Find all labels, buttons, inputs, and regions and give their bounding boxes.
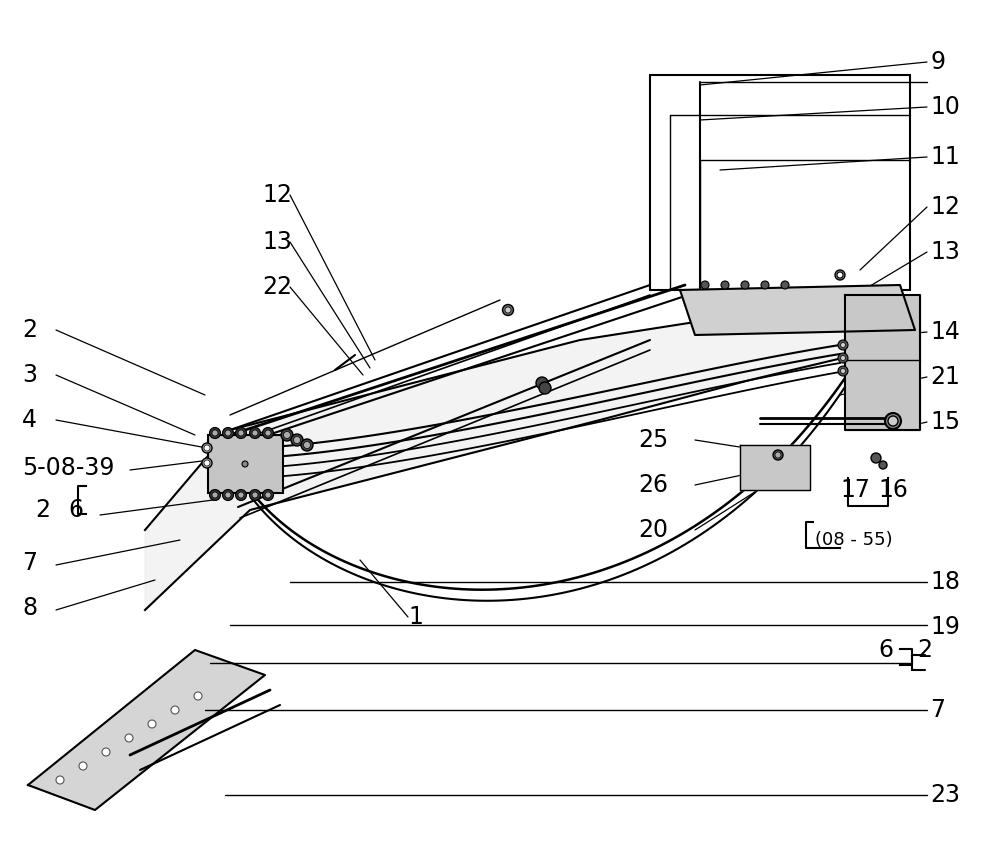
Text: 26: 26 bbox=[638, 473, 668, 497]
Circle shape bbox=[840, 368, 846, 373]
Polygon shape bbox=[740, 445, 810, 490]
Text: 7: 7 bbox=[930, 698, 945, 722]
Circle shape bbox=[721, 281, 729, 289]
Circle shape bbox=[775, 452, 781, 458]
Circle shape bbox=[222, 489, 234, 501]
Text: 4: 4 bbox=[22, 408, 37, 432]
Circle shape bbox=[238, 492, 244, 498]
Circle shape bbox=[888, 416, 898, 426]
Circle shape bbox=[301, 439, 313, 451]
Circle shape bbox=[252, 492, 258, 498]
Circle shape bbox=[194, 692, 202, 700]
Circle shape bbox=[838, 340, 848, 350]
Circle shape bbox=[879, 461, 887, 469]
Circle shape bbox=[212, 430, 218, 436]
Circle shape bbox=[204, 460, 210, 466]
Bar bbox=[208, 435, 283, 493]
Circle shape bbox=[212, 492, 218, 498]
Circle shape bbox=[238, 430, 244, 436]
Text: 10: 10 bbox=[930, 95, 960, 119]
Text: 23: 23 bbox=[930, 783, 960, 807]
Circle shape bbox=[79, 762, 87, 770]
Circle shape bbox=[773, 450, 783, 460]
Circle shape bbox=[262, 427, 274, 439]
Circle shape bbox=[225, 492, 231, 498]
Circle shape bbox=[304, 441, 310, 449]
Text: 12: 12 bbox=[930, 195, 960, 219]
Polygon shape bbox=[845, 295, 920, 430]
Circle shape bbox=[838, 353, 848, 363]
Circle shape bbox=[56, 776, 64, 784]
Circle shape bbox=[761, 281, 769, 289]
Circle shape bbox=[840, 342, 846, 347]
Text: 12: 12 bbox=[262, 183, 292, 207]
Circle shape bbox=[871, 453, 881, 463]
Text: 20: 20 bbox=[638, 518, 668, 542]
Circle shape bbox=[837, 272, 843, 278]
Polygon shape bbox=[28, 650, 265, 810]
Text: 11: 11 bbox=[930, 145, 960, 169]
Text: (08 - 55): (08 - 55) bbox=[815, 531, 893, 549]
Circle shape bbox=[835, 270, 845, 280]
Text: 5-08-39: 5-08-39 bbox=[22, 456, 114, 480]
Text: 3: 3 bbox=[22, 363, 37, 387]
Polygon shape bbox=[145, 305, 855, 610]
Circle shape bbox=[838, 366, 848, 376]
Text: 21: 21 bbox=[930, 365, 960, 389]
Circle shape bbox=[171, 706, 179, 714]
Circle shape bbox=[125, 734, 133, 742]
Text: 9: 9 bbox=[930, 50, 945, 74]
Circle shape bbox=[202, 458, 212, 468]
Text: 1: 1 bbox=[408, 605, 423, 629]
Text: 2: 2 bbox=[35, 498, 50, 522]
Circle shape bbox=[225, 430, 231, 436]
Circle shape bbox=[885, 413, 901, 429]
Circle shape bbox=[204, 445, 210, 451]
Circle shape bbox=[102, 748, 110, 756]
Text: 22: 22 bbox=[262, 275, 292, 299]
Circle shape bbox=[265, 430, 271, 436]
Circle shape bbox=[505, 307, 511, 313]
Circle shape bbox=[701, 281, 709, 289]
Text: 18: 18 bbox=[930, 570, 960, 594]
Circle shape bbox=[741, 281, 749, 289]
Circle shape bbox=[840, 355, 846, 360]
Text: 7: 7 bbox=[22, 551, 37, 575]
Circle shape bbox=[252, 430, 258, 436]
Circle shape bbox=[210, 427, 220, 439]
Polygon shape bbox=[680, 285, 915, 335]
Text: 13: 13 bbox=[262, 230, 292, 254]
Circle shape bbox=[210, 489, 220, 501]
Circle shape bbox=[148, 720, 156, 728]
Text: 17: 17 bbox=[840, 478, 870, 502]
Circle shape bbox=[236, 489, 246, 501]
Text: 25: 25 bbox=[638, 428, 668, 452]
Text: 8: 8 bbox=[22, 596, 37, 620]
Text: 2: 2 bbox=[22, 318, 37, 342]
Text: 13: 13 bbox=[930, 240, 960, 264]
Text: 14: 14 bbox=[930, 320, 960, 344]
Text: 19: 19 bbox=[930, 615, 960, 639]
Circle shape bbox=[781, 281, 789, 289]
Circle shape bbox=[281, 429, 293, 441]
Circle shape bbox=[265, 492, 271, 498]
Text: 2: 2 bbox=[917, 638, 932, 662]
Circle shape bbox=[291, 434, 303, 446]
Text: 16: 16 bbox=[878, 478, 908, 502]
Text: 6: 6 bbox=[68, 498, 83, 522]
Circle shape bbox=[536, 377, 548, 389]
Circle shape bbox=[242, 461, 248, 467]
Circle shape bbox=[236, 427, 246, 439]
Circle shape bbox=[294, 437, 300, 444]
Circle shape bbox=[539, 382, 551, 394]
Circle shape bbox=[503, 304, 514, 316]
Circle shape bbox=[284, 432, 290, 439]
Text: 15: 15 bbox=[930, 410, 960, 434]
Circle shape bbox=[250, 489, 260, 501]
Circle shape bbox=[262, 489, 274, 501]
Circle shape bbox=[202, 443, 212, 453]
Circle shape bbox=[222, 427, 234, 439]
Circle shape bbox=[250, 427, 260, 439]
Text: 6: 6 bbox=[878, 638, 893, 662]
